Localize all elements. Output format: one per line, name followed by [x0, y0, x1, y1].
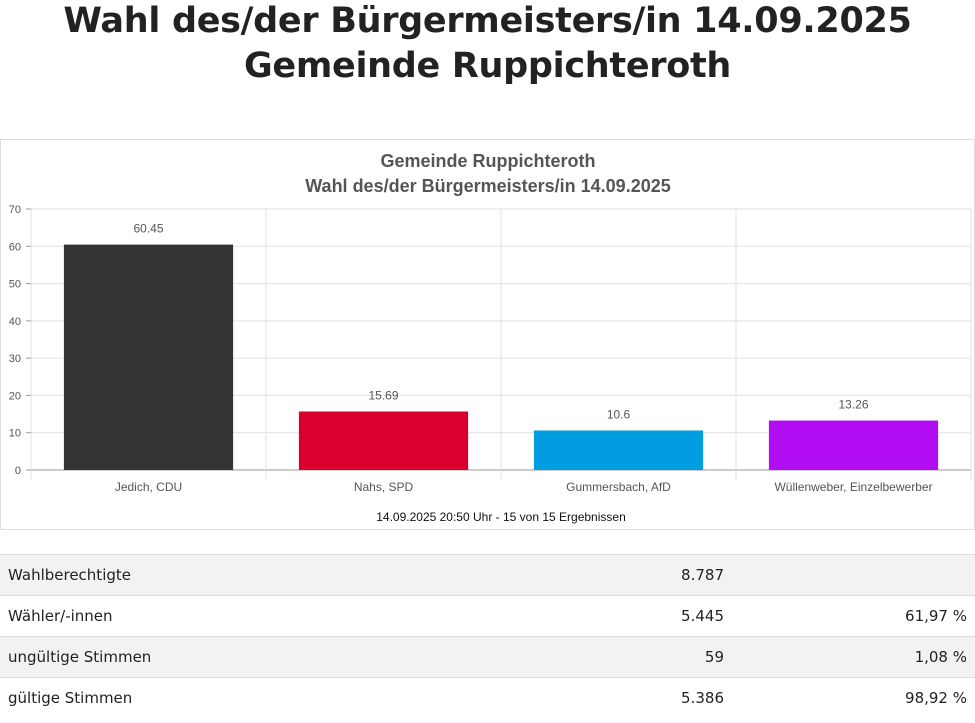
row-count: 8.787 — [576, 554, 732, 596]
x-tick-label: Wüllenweber, Einzelbewerber — [774, 480, 932, 494]
bar[interactable] — [533, 430, 704, 470]
bar-chart: Gemeinde Ruppichteroth Wahl des/der Bürg… — [9, 151, 972, 524]
row-label: Wähler/-innen — [0, 595, 576, 637]
y-axis: 0 10 20 30 40 50 60 70 — [9, 204, 31, 477]
row-count: 5.445 — [576, 595, 732, 637]
chart-subtitle: Wahl des/der Bürgermeisters/in 14.09.202… — [305, 176, 671, 196]
y-tick-label: 0 — [15, 465, 21, 477]
results-table-body: Wahlberechtigte 8.787 Wähler/-innen 5.445 61… — [0, 554, 975, 719]
table-row: Wähler/-innen 5.445 61,97 % — [0, 595, 975, 637]
row-percent: 61,97 % — [732, 595, 975, 637]
data-label: 60.45 — [133, 222, 163, 236]
x-tick-label: Nahs, SPD — [354, 480, 414, 494]
row-label: ungültige Stimmen — [0, 636, 576, 678]
page-title: Wahl des/der Bürgermeisters/in 14.09.202… — [63, 1, 912, 41]
row-percent: 1,08 % — [732, 636, 975, 678]
data-label: 15.69 — [368, 388, 398, 402]
chart-bars — [63, 244, 939, 470]
results-table: Wahlberechtigte 8.787 Wähler/-innen 5.445 61… — [0, 554, 975, 719]
chart-title: Gemeinde Ruppichteroth — [380, 151, 595, 171]
chart-labels: 60.45 Jedich, CDU 15.69 Nahs, SPD 10.6 Gummer… — [115, 222, 933, 494]
row-label: gültige Stimmen — [0, 677, 576, 719]
chart-footnote: 14.09.2025 20:50 Uhr - 15 von 15 Ergebni… — [376, 510, 626, 524]
x-tick-label: Jedich, CDU — [115, 480, 182, 494]
row-label: Wahlberechtigte — [0, 554, 576, 596]
y-tick-label: 50 — [9, 279, 21, 291]
data-label: 13.26 — [838, 398, 868, 412]
row-percent: 98,92 % — [732, 677, 975, 719]
bar[interactable] — [768, 420, 939, 470]
chart-container: Gemeinde Ruppichteroth Wahl des/der Bürg… — [0, 139, 975, 530]
table-row: gültige Stimmen 5.386 98,92 % — [0, 677, 975, 719]
y-tick-label: 30 — [9, 353, 21, 365]
y-tick-label: 60 — [9, 241, 21, 253]
page-subtitle: Gemeinde Ruppichteroth — [243, 46, 732, 86]
y-tick-label: 40 — [9, 316, 21, 328]
table-row: ungültige Stimmen 59 1,08 % — [0, 636, 975, 678]
y-tick-label: 10 — [9, 428, 21, 440]
row-count: 59 — [576, 636, 732, 678]
x-tick-label: Gummersbach, AfD — [566, 480, 671, 494]
row-count: 5.386 — [576, 677, 732, 719]
y-tick-label: 70 — [9, 204, 21, 216]
bar[interactable] — [298, 411, 469, 470]
y-tick-label: 20 — [9, 390, 21, 402]
table-row: Wahlberechtigte 8.787 — [0, 554, 975, 596]
bar[interactable] — [63, 244, 234, 470]
row-percent — [732, 554, 975, 596]
data-label: 10.6 — [607, 407, 631, 421]
